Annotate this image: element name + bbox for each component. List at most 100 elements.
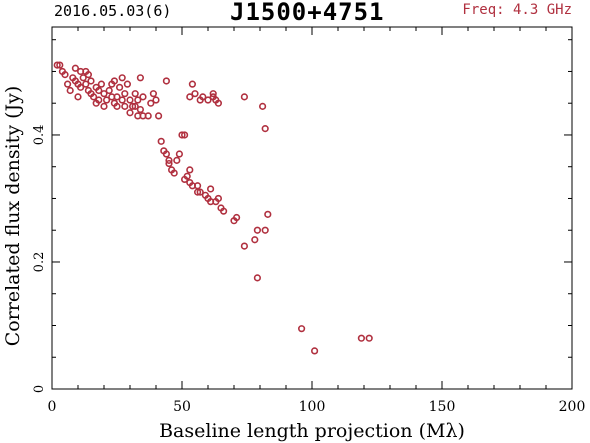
data-point xyxy=(165,156,173,164)
data-point xyxy=(155,112,163,120)
data-point xyxy=(136,74,144,82)
source-name-title: J1500+4751 xyxy=(230,0,385,26)
data-point xyxy=(186,166,194,174)
data-point xyxy=(188,80,196,88)
data-point xyxy=(264,210,272,218)
data-point xyxy=(196,188,204,196)
data-point xyxy=(157,137,165,145)
data-point xyxy=(95,96,103,104)
data-point xyxy=(129,102,137,110)
data-point xyxy=(115,83,124,91)
data-point xyxy=(79,74,87,82)
data-point xyxy=(220,207,228,215)
data-point xyxy=(186,93,194,101)
data-point xyxy=(207,185,215,193)
data-point xyxy=(191,90,199,98)
x-tick-label: 100 xyxy=(299,399,326,415)
data-point xyxy=(74,93,82,101)
data-point xyxy=(298,325,306,333)
data-point xyxy=(170,169,178,177)
data-point xyxy=(136,105,144,114)
data-point xyxy=(178,131,186,139)
data-point xyxy=(251,236,259,244)
data-point xyxy=(233,213,241,222)
data-point xyxy=(87,77,95,85)
data-points xyxy=(53,61,373,355)
x-axis-label: Baseline length projection (Mλ) xyxy=(159,420,465,442)
data-point xyxy=(100,90,108,98)
data-point xyxy=(126,96,134,104)
data-point xyxy=(121,90,129,98)
frequency-label: Freq: 4.3 GHz xyxy=(462,2,572,18)
y-tick-label: 0 xyxy=(32,385,47,393)
plot-frame xyxy=(51,26,573,390)
data-point xyxy=(199,93,207,101)
data-point xyxy=(357,334,366,342)
data-point xyxy=(102,96,111,104)
data-point xyxy=(126,109,134,117)
data-point xyxy=(113,93,121,101)
data-point xyxy=(311,347,319,355)
data-point xyxy=(165,159,173,168)
y-axis-label: Correlated flux density (Jy) xyxy=(2,86,24,347)
y-tick-label: 0.2 xyxy=(32,252,47,273)
data-point xyxy=(110,77,118,85)
data-point xyxy=(95,86,103,95)
data-point xyxy=(240,242,248,250)
data-point xyxy=(118,96,126,104)
data-point xyxy=(152,96,160,104)
data-point xyxy=(82,80,90,88)
data-point xyxy=(113,102,121,110)
data-point xyxy=(162,77,170,85)
data-point xyxy=(100,102,108,110)
y-tick-label: 0.4 xyxy=(32,125,47,146)
data-point xyxy=(261,226,269,234)
data-point xyxy=(147,99,155,107)
data-point xyxy=(181,131,189,139)
observation-date: 2016.05.03(6) xyxy=(54,2,172,20)
data-point xyxy=(105,86,113,95)
data-point xyxy=(175,150,183,158)
data-point xyxy=(71,64,79,72)
data-point xyxy=(123,80,131,88)
data-point xyxy=(139,93,147,101)
x-tick-label: 50 xyxy=(173,399,191,415)
data-point xyxy=(97,80,105,88)
y-axis: 0 0.2 0.4 xyxy=(32,39,572,393)
data-point xyxy=(259,102,267,110)
data-point xyxy=(149,90,157,98)
x-axis: 0 50 100 150 200 xyxy=(48,27,586,415)
x-tick-label: 150 xyxy=(429,399,456,415)
data-point xyxy=(209,90,217,98)
data-point xyxy=(214,99,222,107)
data-point xyxy=(261,125,269,133)
data-point xyxy=(53,61,61,69)
x-tick-label: 0 xyxy=(48,399,57,415)
data-point xyxy=(131,90,139,98)
data-point xyxy=(214,194,222,203)
data-point xyxy=(61,71,69,79)
data-point xyxy=(173,156,181,164)
data-point xyxy=(144,112,152,120)
data-point xyxy=(134,96,142,104)
data-point xyxy=(121,102,129,110)
data-point xyxy=(89,93,98,101)
data-point xyxy=(365,334,373,342)
data-point xyxy=(118,74,126,82)
x-tick-label: 200 xyxy=(559,399,586,415)
data-point xyxy=(253,226,261,234)
data-point xyxy=(84,71,92,79)
data-point xyxy=(66,86,74,95)
data-point xyxy=(194,188,202,196)
data-point xyxy=(76,83,85,91)
data-point xyxy=(56,61,64,69)
data-point xyxy=(183,172,191,180)
data-point xyxy=(240,93,248,101)
data-point xyxy=(131,102,139,110)
data-point xyxy=(63,80,72,88)
data-point xyxy=(253,274,261,282)
data-point xyxy=(204,96,212,104)
data-point xyxy=(162,150,170,158)
